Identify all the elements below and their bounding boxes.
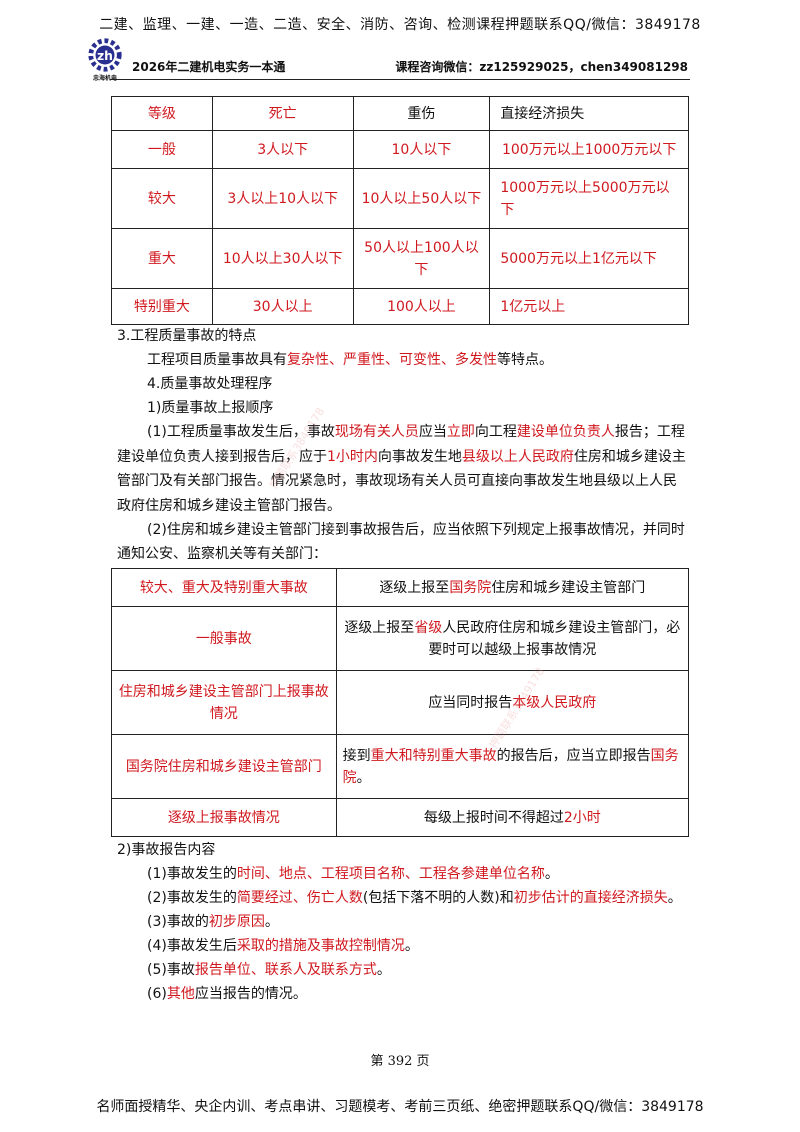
rule-label-cell: 一般事故 [111,606,337,671]
paragraph: (2)住房和城乡建设主管部门接到事故报告后，应当依照下列规定上报事故情况，并同时… [117,522,685,562]
accident-grade-table: 等级 死亡 重伤 直接经济损失 一般 3人以下 10人以下 100万元以上100… [111,96,689,325]
rule-label-cell: 国务院住房和城乡建设主管部门 [111,734,337,799]
loss-cell: 5000万元以上1亿元以下 [489,228,689,289]
loss-cell: 1亿元以上 [489,288,689,325]
contact-info: 课程咨询微信：zz125929025，chen349081298 [395,60,688,74]
loss-cell: 100万元以上1000万元以下 [489,130,689,169]
gear-logo-icon: zh [88,38,122,72]
list-item: (4)事故发生后采取的措施及事故控制情况。 [147,938,419,954]
rule-content-cell: 应当同时报告本级人民政府 [335,670,690,735]
subsection-heading: 1)质量事故上报顺序 [147,400,274,416]
rule-content-cell: 逐级上报至国务院住房和城乡建设主管部门 [335,568,690,607]
rule-content-cell: 每级上报时间不得超过2小时 [335,798,690,837]
paragraph: (1)工程质量事故发生后，事故现场有关人员应当立即向工程建设单位负责人报告；工程… [117,424,686,514]
rule-content-cell: 接到重大和特别重大事故的报告后，应当立即报告国务院。 [335,734,690,799]
grade-cell: 较大 [111,168,213,229]
table-row: 国务院住房和城乡建设主管部门 接到重大和特别重大事故的报告后，应当立即报告国务院… [111,734,690,799]
table-row: 重大 10人以上30人以下 50人以上100人以下 5000万元以上1亿元以下 [111,228,689,289]
list-item: (2)事故发生的简要经过、伤亡人数(包括下落不明的人数)和初步估计的直接经济损失… [147,890,682,906]
page-number: 第 392 页 [370,1054,430,1069]
header-cell: 重伤 [352,96,491,131]
list-item: (1)事故发生的时间、地点、工程项目名称、工程各参建单位名称。 [147,866,559,882]
table-row: 住房和城乡建设主管部门上报事故情况 应当同时报告本级人民政府 [111,670,690,735]
footer-banner: 名师面授精华、央企内训、考点串讲、习题模考、考前三页纸、绝密押题联系QQ/微信：… [96,1099,704,1115]
rule-label-cell: 逐级上报事故情况 [111,798,337,837]
list-item: (3)事故的初步原因。 [147,914,279,930]
table-row: 较大、重大及特别重大事故 逐级上报至国务院住房和城乡建设主管部门 [111,568,690,607]
header-cell: 等级 [111,96,213,131]
top-banner: 二建、监理、一建、一造、二造、安全、消防、咨询、检测课程押题联系QQ/微信：38… [99,17,701,33]
book-title: 2026年二建机电实务一本通 [132,60,286,74]
section-heading: 4.质量事故处理程序 [147,376,273,392]
svg-text:zh: zh [97,49,113,63]
header-cell: 直接经济损失 [489,96,689,131]
header-cell: 死亡 [211,96,354,131]
subsection-heading: 2)事故报告内容 [117,842,216,858]
table-row: 一般事故 逐级上报至省级人民政府住房和城乡建设主管部门，必要时可以越级上报事故情… [111,606,690,671]
death-cell: 30人以上 [211,288,354,325]
injury-cell: 10人以上50人以下 [352,168,491,229]
loss-cell: 1000万元以上5000万元以下 [489,168,689,229]
table-row: 特别重大 30人以上 100人以上 1亿元以上 [111,288,689,325]
death-cell: 3人以下 [211,130,354,169]
logo-text: 忠海机电 [92,75,117,82]
reporting-rules-table: 较大、重大及特别重大事故 逐级上报至国务院住房和城乡建设主管部门 一般事故 逐级… [111,568,690,837]
rule-label-cell: 较大、重大及特别重大事故 [111,568,337,607]
grade-cell: 重大 [111,228,213,289]
death-cell: 3人以上10人以下 [211,168,354,229]
table-row: 逐级上报事故情况 每级上报时间不得超过2小时 [111,798,690,837]
list-item: (6)其他应当报告的情况。 [147,986,307,1002]
section-heading: 3.工程质量事故的特点 [117,328,257,344]
table-header-row: 等级 死亡 重伤 直接经济损失 [111,96,689,131]
death-cell: 10人以上30人以下 [211,228,354,289]
rule-label-cell: 住房和城乡建设主管部门上报事故情况 [111,670,337,735]
grade-cell: 一般 [111,130,213,169]
paragraph: 工程项目质量事故具有复杂性、严重性、可变性、多发性等特点。 [147,352,553,368]
injury-cell: 10人以下 [352,130,491,169]
list-item: (5)事故报告单位、联系人及联系方式。 [147,962,391,978]
injury-cell: 100人以上 [352,288,491,325]
grade-cell: 特别重大 [111,288,213,325]
table-row: 一般 3人以下 10人以下 100万元以上1000万元以下 [111,130,689,169]
injury-cell: 50人以上100人以下 [352,228,491,289]
table-row: 较大 3人以上10人以下 10人以上50人以下 1000万元以上5000万元以下 [111,168,689,229]
header-divider [110,79,690,80]
rule-content-cell: 逐级上报至省级人民政府住房和城乡建设主管部门，必要时可以越级上报事故情况 [335,606,690,671]
